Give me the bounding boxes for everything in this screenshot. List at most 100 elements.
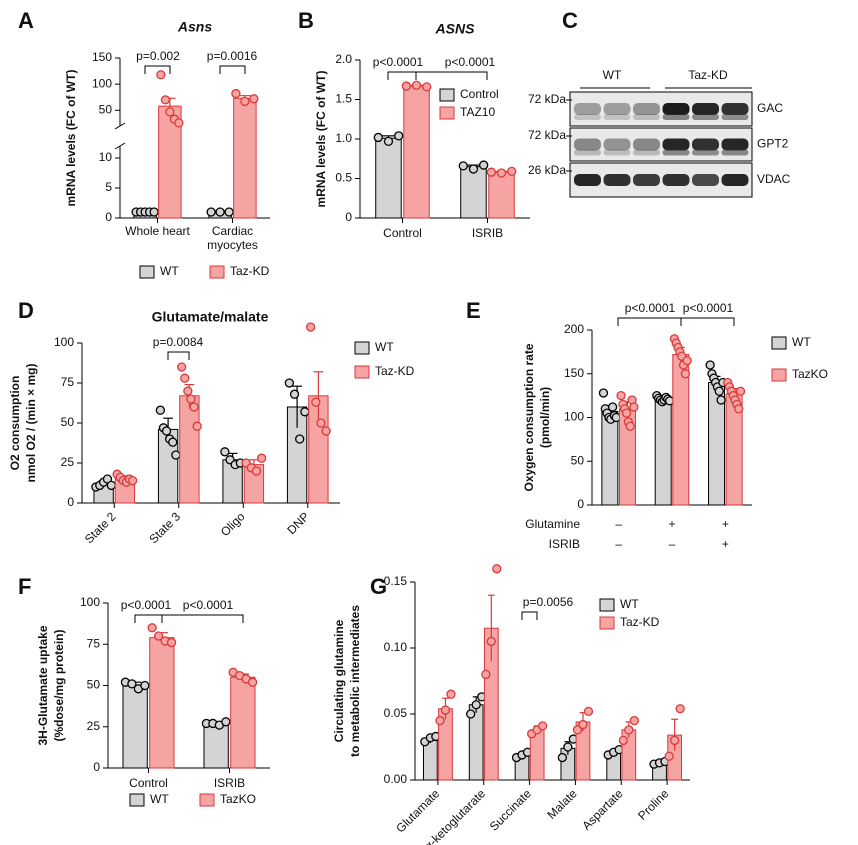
y-tick-label: 150: [92, 50, 112, 64]
significance-bracket: [521, 611, 538, 620]
significance-bracket: [617, 317, 682, 326]
data-point: [251, 466, 262, 476]
data-point: [153, 631, 164, 641]
data-point: [629, 715, 639, 726]
y-tick-label: 75: [61, 375, 75, 389]
y-tick-label: 0.00: [384, 772, 408, 786]
data-point: [629, 402, 639, 412]
data-point: [621, 408, 632, 418]
data-point: [716, 395, 726, 405]
bar: [122, 685, 148, 769]
data-point: [705, 360, 715, 370]
data-point: [616, 390, 626, 401]
blot-band: [692, 103, 719, 115]
x-tick-label-box: Whole heart: [125, 224, 190, 238]
significance-bracket: [415, 71, 488, 80]
bar: [179, 395, 200, 504]
bar: [149, 637, 175, 769]
y-tick-label: 10: [99, 150, 113, 164]
annotation: p=0.0084: [153, 335, 204, 349]
chart-title: ASNS: [435, 21, 476, 37]
data-point: [127, 475, 138, 486]
y-tick-label: 200: [564, 322, 584, 336]
condition-value: –: [669, 537, 676, 551]
significance-bracket: [144, 65, 171, 74]
data-point: [224, 207, 234, 217]
legend-label: TAZ10: [460, 105, 495, 119]
annotation: p<0.0001: [183, 598, 234, 612]
data-point: [249, 94, 259, 104]
data-point: [471, 700, 481, 710]
data-point: [486, 167, 496, 177]
data-point: [168, 437, 178, 447]
legend-swatch: [139, 265, 155, 279]
data-point: [446, 689, 456, 699]
annotation: p<0.0001: [625, 301, 676, 315]
x-tick-label: Proline: [635, 786, 672, 823]
legend-label: WT: [160, 264, 179, 278]
legend-label: Taz-KD: [230, 264, 270, 278]
bar: [233, 97, 257, 219]
blot-band: [692, 138, 719, 151]
legend-label: TazKO: [220, 792, 256, 806]
y-tick-label: 0: [67, 495, 74, 509]
axis-break: [114, 142, 126, 150]
panel: D Glutamate/malate 0 25 50 75 100 O2 consumptio…: [8, 298, 415, 546]
data-point: [174, 118, 184, 128]
bar: [403, 85, 430, 219]
panel-letter: E: [466, 298, 481, 323]
data-point: [624, 725, 634, 735]
blot-band: [603, 103, 631, 115]
y-tick-label: 75: [87, 636, 101, 650]
bar: [375, 137, 402, 219]
data-point: [734, 404, 744, 414]
y-tick-label: 0: [105, 210, 112, 224]
bar: [460, 166, 487, 219]
data-point: [284, 378, 295, 388]
legend-label: WT: [150, 792, 169, 806]
data-point: [165, 107, 175, 117]
data-point: [183, 386, 193, 396]
blot-band: [633, 174, 660, 186]
data-point: [140, 680, 150, 691]
panel-letter: B: [298, 8, 314, 33]
data-point: [675, 704, 685, 714]
legend-swatch: [599, 598, 615, 612]
legend-label: WT: [375, 340, 394, 354]
data-point: [316, 418, 326, 428]
annotation: p=0.002: [136, 49, 180, 63]
y-tick-label: 0.05: [384, 706, 408, 720]
legend-swatch: [199, 793, 215, 807]
data-point: [240, 96, 250, 107]
blot-band: [692, 114, 719, 120]
x-tick-label: Control: [129, 776, 168, 790]
x-tick-label-box: Cardiac myocytes: [207, 224, 258, 252]
blot-band: [574, 103, 601, 115]
blot-group-label: Taz-KD: [688, 68, 728, 82]
blot-band: [721, 103, 749, 115]
y-tick-label: 0: [93, 760, 100, 774]
blot-group-label: WT: [603, 68, 622, 82]
panel: B ASNS 0 0.5 1.0 1.5 2.0 mRNA levels (FC of WT)…: [298, 8, 530, 240]
blot-band: [662, 114, 690, 120]
legend-swatch: [771, 336, 787, 350]
y-tick-label: 100: [92, 76, 112, 90]
panel: A Asns 0 5 10 50 100 150 mRNA levels (FC of WT) W…: [18, 8, 270, 279]
annotation: p<0.0001: [373, 55, 424, 69]
legend-swatch: [129, 793, 145, 807]
data-point: [563, 742, 573, 752]
legend-label: Taz-KD: [375, 364, 415, 378]
data-point: [394, 131, 404, 141]
significance-bracket: [387, 71, 417, 80]
blot-band: [603, 149, 631, 156]
data-point: [479, 160, 489, 170]
x-tick-label: State 3: [146, 509, 183, 546]
blot-band: [574, 149, 601, 156]
y-tick-label: 5: [105, 180, 112, 194]
bar: [488, 171, 515, 219]
panel: F 0 25 50 75 100 3H-Glutamate uptake (%dose/mg …: [18, 574, 270, 807]
condition-label: Glutamine: [525, 517, 580, 531]
data-point: [572, 725, 583, 735]
panel: G 0.00 0.05 0.10 0.15 Circulating glutamine to…: [332, 564, 690, 845]
data-point: [160, 95, 171, 105]
